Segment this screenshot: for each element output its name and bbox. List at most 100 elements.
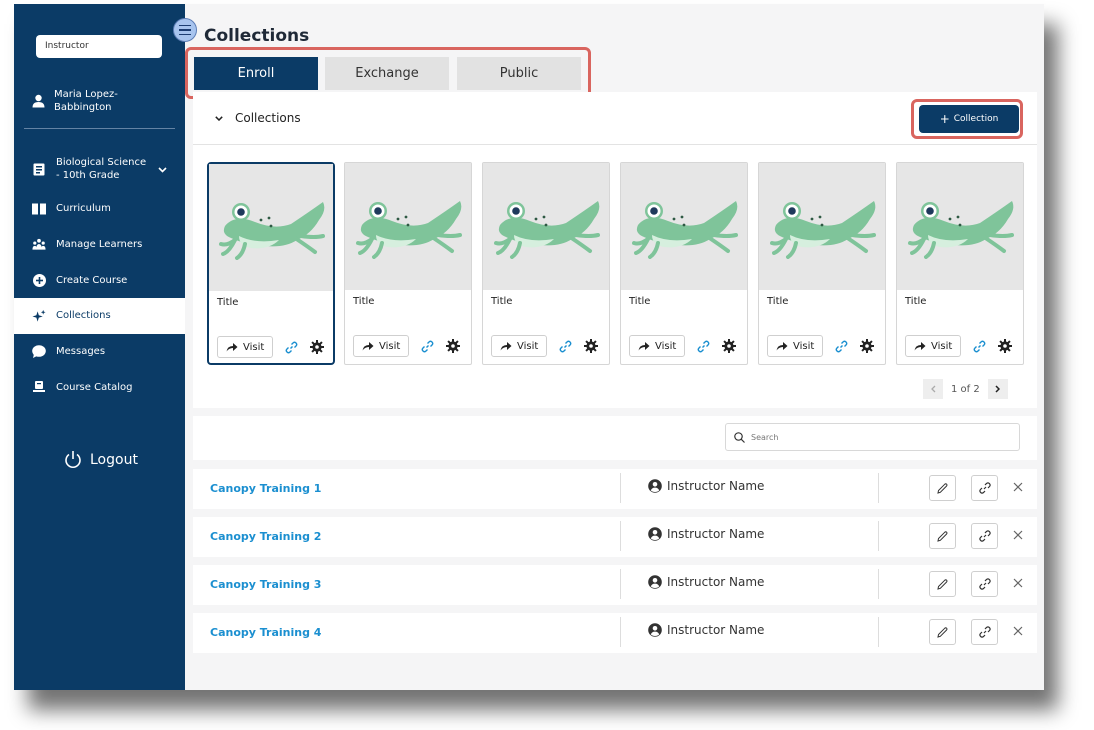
link-icon[interactable] xyxy=(697,340,710,353)
sidebar-item-create-course[interactable]: Create Course xyxy=(14,262,185,298)
sidebar-item-manage-learners[interactable]: Manage Learners xyxy=(14,227,185,263)
gear-icon[interactable] xyxy=(310,340,325,354)
column-divider xyxy=(620,617,621,647)
sidebar-item-course[interactable]: Biological Science - 10th Grade xyxy=(14,147,185,191)
gear-icon[interactable] xyxy=(722,339,737,353)
share-arrow-icon xyxy=(638,342,650,351)
app-window: Instructor Maria Lopez-Babbington Biolog… xyxy=(14,4,1044,690)
search-bar-panel xyxy=(193,416,1037,460)
sidebar-item-messages[interactable]: Messages xyxy=(14,334,185,370)
share-arrow-icon xyxy=(776,342,788,351)
chevron-right-icon xyxy=(995,385,1001,393)
collection-card[interactable]: Title Visit xyxy=(482,162,610,365)
hamburger-menu-icon[interactable] xyxy=(173,18,197,42)
copy-link-button[interactable] xyxy=(971,619,998,645)
card-title: Title xyxy=(629,296,651,307)
edit-button[interactable] xyxy=(929,619,956,645)
power-icon xyxy=(65,451,81,468)
collection-name-link[interactable]: Canopy Training 1 xyxy=(210,482,322,495)
gear-icon[interactable] xyxy=(446,339,461,353)
previous-page-button[interactable] xyxy=(923,379,943,399)
collection-name-link[interactable]: Canopy Training 4 xyxy=(210,626,322,639)
edit-button[interactable] xyxy=(929,475,956,501)
sidebar-item-collections[interactable]: Collections xyxy=(14,298,185,334)
collection-card[interactable]: Title Visit xyxy=(896,162,1024,365)
link-icon[interactable] xyxy=(285,341,298,354)
chevron-down-icon xyxy=(158,163,167,176)
collection-card[interactable]: Title Visit xyxy=(758,162,886,365)
card-title: Title xyxy=(217,297,239,308)
sparkle-icon xyxy=(32,309,46,323)
add-collection-highlight xyxy=(911,99,1023,139)
link-icon[interactable] xyxy=(835,340,848,353)
add-collection-button[interactable]: + Collection xyxy=(919,105,1019,133)
link-icon[interactable] xyxy=(421,340,434,353)
gear-icon[interactable] xyxy=(860,339,875,353)
frog-illustration xyxy=(483,163,609,290)
visit-button[interactable]: Visit xyxy=(629,335,686,357)
close-icon[interactable] xyxy=(1013,481,1023,496)
tab-enroll[interactable]: Enroll xyxy=(194,57,318,90)
close-icon[interactable] xyxy=(1013,577,1023,592)
share-arrow-icon xyxy=(500,342,512,351)
visit-button[interactable]: Visit xyxy=(767,335,824,357)
card-actions: Visit xyxy=(217,336,325,358)
close-icon[interactable] xyxy=(1013,625,1023,640)
pencil-icon xyxy=(937,578,948,590)
collections-collapse-toggle[interactable]: Collections xyxy=(215,111,301,125)
visit-button[interactable]: Visit xyxy=(217,336,274,358)
search-input[interactable] xyxy=(751,432,1001,442)
link-icon xyxy=(978,530,991,542)
sidebar-item-label: Curriculum xyxy=(56,203,111,215)
role-selector[interactable]: Instructor xyxy=(36,35,162,58)
pagination: 1 of 2 xyxy=(923,379,1008,399)
column-divider xyxy=(878,569,879,599)
copy-link-button[interactable] xyxy=(971,571,998,597)
collection-card[interactable]: Title Visit xyxy=(344,162,472,365)
pencil-icon xyxy=(937,626,948,638)
sidebar-nav: Biological Science - 10th Grade Curricul… xyxy=(14,147,185,405)
edit-button[interactable] xyxy=(929,523,956,549)
logout-button[interactable]: Logout xyxy=(64,450,138,469)
user-profile[interactable]: Maria Lopez-Babbington xyxy=(32,88,154,114)
next-page-button[interactable] xyxy=(987,379,1008,399)
logout-label: Logout xyxy=(90,451,138,468)
collection-name-link[interactable]: Canopy Training 3 xyxy=(210,578,322,591)
collection-name-link[interactable]: Canopy Training 2 xyxy=(210,530,322,543)
visit-label: Visit xyxy=(243,341,265,353)
tab-public[interactable]: Public xyxy=(457,57,581,90)
pencil-icon xyxy=(937,482,948,494)
gear-icon[interactable] xyxy=(584,339,599,353)
id-card-icon xyxy=(32,162,46,176)
sidebar-item-curriculum[interactable]: Curriculum xyxy=(14,191,185,227)
catalog-icon xyxy=(32,380,46,394)
share-arrow-icon xyxy=(914,342,926,351)
frog-illustration xyxy=(345,163,471,290)
user-circle-icon xyxy=(648,623,662,637)
sidebar-item-course-catalog[interactable]: Course Catalog xyxy=(14,369,185,405)
link-icon[interactable] xyxy=(973,340,986,353)
visit-button[interactable]: Visit xyxy=(491,335,548,357)
visit-button[interactable]: Visit xyxy=(353,335,410,357)
tab-exchange[interactable]: Exchange xyxy=(325,57,449,90)
user-circle-icon xyxy=(648,575,662,589)
card-title: Title xyxy=(353,296,375,307)
sidebar-item-label: Create Course xyxy=(56,274,128,286)
link-icon[interactable] xyxy=(559,340,572,353)
gear-icon[interactable] xyxy=(998,339,1013,353)
column-divider xyxy=(878,521,879,551)
copy-link-button[interactable] xyxy=(971,475,998,501)
sidebar: Instructor Maria Lopez-Babbington Biolog… xyxy=(14,4,185,690)
course-label: Biological Science - 10th Grade xyxy=(56,157,147,181)
collections-panel: Collections + Collection Title Visit Title… xyxy=(193,92,1037,408)
plus-icon: + xyxy=(939,112,950,126)
table-row: Canopy Training 1 Instructor Name xyxy=(193,469,1037,509)
edit-button[interactable] xyxy=(929,571,956,597)
collection-card[interactable]: Title Visit xyxy=(620,162,748,365)
close-icon[interactable] xyxy=(1013,529,1023,544)
main-content: Collections Enroll Exchange Public Colle… xyxy=(185,4,1044,690)
visit-button[interactable]: Visit xyxy=(905,335,962,357)
collection-card[interactable]: Title Visit xyxy=(207,162,335,365)
visit-label: Visit xyxy=(517,340,539,352)
copy-link-button[interactable] xyxy=(971,523,998,549)
